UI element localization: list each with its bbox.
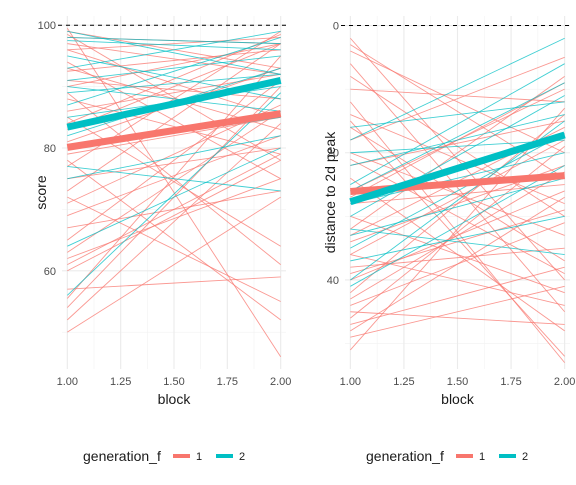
- individual-line-group-1: [67, 159, 281, 272]
- individual-line-group-1: [350, 247, 565, 268]
- x-tick-label: 1.25: [110, 376, 131, 388]
- individual-line-group-1: [67, 37, 281, 51]
- individual-line-group-2: [350, 82, 565, 192]
- trend-line-group-1: [66, 110, 282, 151]
- individual-line-group-1: [350, 44, 565, 179]
- individual-line-group-1: [350, 171, 565, 300]
- individual-line-group-1: [350, 266, 565, 325]
- individual-line-group-1: [350, 254, 565, 306]
- individual-line-group-2: [67, 86, 281, 112]
- panel-1: 1.00 1.25 1.50 1.75 2.00 60 80 100 block score gen…: [33, 16, 291, 464]
- legend: generation_f 1 2: [366, 448, 528, 464]
- individual-line-group-1: [67, 43, 281, 192]
- x-tick-label: 1.75: [500, 376, 521, 388]
- y-tick-label: 20: [327, 148, 339, 160]
- individual-line-group-2: [67, 73, 281, 94]
- individual-line-group-1: [350, 63, 565, 313]
- individual-line-group-1: [67, 153, 281, 266]
- individual-line-group-1: [350, 56, 565, 141]
- individual-line-group-1: [67, 147, 281, 180]
- x-axis-title: block: [158, 391, 192, 407]
- individual-line-group-2: [67, 165, 281, 192]
- trend-line-group-2: [66, 77, 282, 131]
- individual-line-group-2: [350, 133, 565, 249]
- individual-line-group-1: [67, 196, 281, 333]
- individual-line-group-1: [67, 34, 281, 124]
- legend-title: generation_f: [83, 448, 161, 464]
- y-axis-title: distance to 2d peak: [322, 131, 338, 253]
- individual-line-group-2: [67, 92, 281, 296]
- individual-line-group-1: [67, 196, 281, 302]
- y-tick-label: 40: [327, 275, 339, 287]
- legend-label: 1: [196, 451, 202, 463]
- y-tick-label: 100: [38, 20, 56, 32]
- legend-title: generation_f: [366, 448, 444, 464]
- individual-line-group-2: [350, 152, 565, 205]
- individual-line-group-2: [350, 139, 565, 154]
- individual-line-group-1: [67, 123, 281, 321]
- individual-line-group-2: [67, 37, 281, 45]
- x-tick-label: 1.50: [163, 376, 184, 388]
- individual-line-group-1: [66, 55, 282, 299]
- individual-line-group-2: [350, 165, 565, 287]
- individual-line-group-1: [350, 196, 565, 332]
- individual-line-group-2: [350, 63, 565, 185]
- trend-line-group-2: [349, 131, 566, 206]
- individual-line-group-2: [350, 228, 565, 255]
- individual-line-group-1: [350, 285, 565, 338]
- individual-line-group-1: [350, 114, 565, 205]
- individual-line-group-2: [350, 177, 565, 236]
- individual-line-group-2: [350, 95, 565, 217]
- individual-line-group-2: [67, 135, 281, 180]
- individual-line-group-1: [67, 61, 281, 180]
- y-tick-label: 80: [44, 143, 56, 155]
- individual-line-group-2: [67, 37, 281, 106]
- y-tick-label: 60: [44, 266, 56, 278]
- individual-line-group-1: [67, 98, 281, 155]
- legend-label: 2: [522, 451, 528, 463]
- x-tick-label: 1.25: [393, 376, 414, 388]
- individual-line-group-1: [350, 120, 565, 166]
- individual-line-group-2: [350, 101, 565, 128]
- individual-line-group-1: [67, 43, 281, 88]
- individual-line-group-1: [67, 34, 281, 161]
- x-axis-title: block: [441, 391, 475, 407]
- individual-line-group-2: [67, 40, 281, 51]
- individual-line-group-2: [67, 147, 281, 247]
- individual-line-group-1: [67, 43, 281, 130]
- individual-line-group-1: [350, 311, 565, 325]
- individual-line-group-1: [67, 43, 281, 75]
- individual-line-group-2: [67, 55, 281, 81]
- y-tick-label: 0: [333, 21, 339, 33]
- individual-line-group-1: [67, 159, 281, 321]
- individual-line-group-1: [67, 135, 281, 216]
- y-axis-title: score: [33, 175, 49, 209]
- individual-line-group-1: [67, 110, 281, 253]
- x-tick-label: 1.50: [447, 376, 468, 388]
- legend-label: 2: [239, 451, 245, 463]
- individual-line-group-1: [350, 50, 565, 154]
- individual-line-group-1: [350, 88, 565, 103]
- x-tick-label: 1.75: [217, 376, 238, 388]
- individual-line-group-2: [67, 30, 281, 69]
- individual-line-group-2: [350, 114, 565, 166]
- x-tick-label: 2.00: [554, 376, 575, 388]
- panel-2: 1.00 1.25 1.50 1.75 2.00 0 20 40 block distance t…: [322, 16, 575, 464]
- individual-line-group-1: [66, 28, 282, 357]
- x-tick-label: 1.00: [340, 376, 361, 388]
- x-tick-label: 1.00: [57, 376, 78, 388]
- individual-line-group-1: [350, 139, 565, 255]
- legend-label: 1: [479, 451, 485, 463]
- legend: generation_f 1 2: [83, 448, 245, 464]
- individual-line-group-1: [67, 178, 281, 259]
- x-tick-label: 2.00: [270, 376, 291, 388]
